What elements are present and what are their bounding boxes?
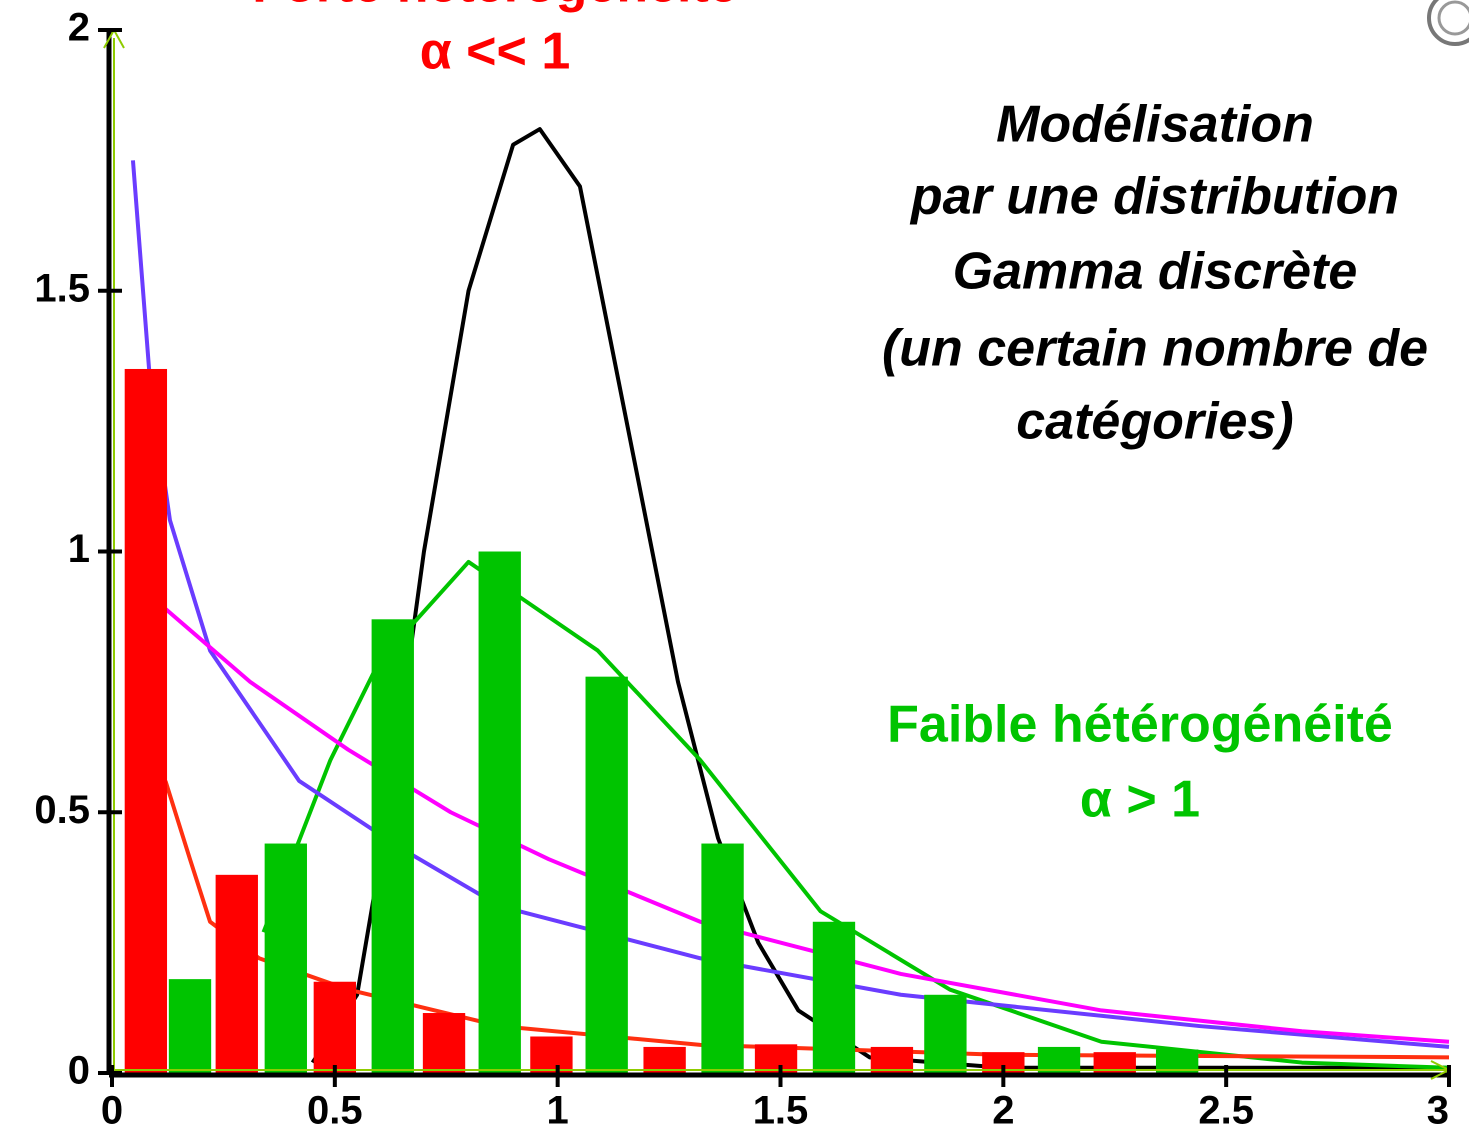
annotation: (un certain nombre de — [882, 320, 1428, 378]
bar — [371, 619, 414, 1073]
bar — [168, 979, 212, 1073]
annotation: α << 1 — [420, 23, 571, 81]
bar — [313, 981, 357, 1073]
bar — [422, 1013, 466, 1073]
bar — [215, 874, 258, 1073]
bar — [754, 1044, 798, 1073]
x-tick-label: 2.5 — [1198, 1089, 1254, 1133]
logo — [1427, 0, 1469, 46]
annotation: Faible hétérogénéité — [887, 696, 1393, 754]
x-tick-label: 0.5 — [307, 1089, 363, 1133]
bar — [812, 921, 856, 1073]
bar — [585, 676, 628, 1073]
bar — [530, 1036, 573, 1073]
bar — [982, 1052, 1025, 1073]
y-tick-label: 2 — [68, 6, 90, 50]
y-tick-label: 1.5 — [34, 266, 90, 310]
y-tick-label: 0 — [68, 1049, 90, 1093]
x-tick-label: 3 — [1427, 1089, 1449, 1133]
bar — [701, 843, 744, 1073]
bar — [264, 843, 307, 1073]
bar — [870, 1046, 914, 1073]
x-tick-label: 1.5 — [753, 1089, 809, 1133]
bar — [1155, 1049, 1199, 1073]
y-tick-label: 1 — [68, 527, 90, 571]
y-tick-label: 0.5 — [34, 788, 90, 832]
annotation: par une distribution — [909, 168, 1399, 226]
x-tick-label: 1 — [547, 1089, 569, 1133]
bar — [924, 994, 967, 1073]
annotation: catégories) — [1016, 393, 1293, 451]
annotation: α > 1 — [1080, 771, 1200, 829]
bar — [124, 368, 168, 1074]
bar — [643, 1046, 686, 1073]
bar — [1037, 1046, 1081, 1073]
annotation: Gamma discrète — [953, 243, 1358, 301]
annotation: Modélisation — [996, 96, 1314, 154]
x-tick-label: 0 — [101, 1089, 123, 1133]
bar — [478, 551, 521, 1073]
annotation: Forte hétérogénéité — [252, 0, 737, 14]
bar — [1093, 1052, 1136, 1073]
curve — [261, 559, 1450, 1070]
x-tick-label: 2 — [992, 1089, 1014, 1133]
